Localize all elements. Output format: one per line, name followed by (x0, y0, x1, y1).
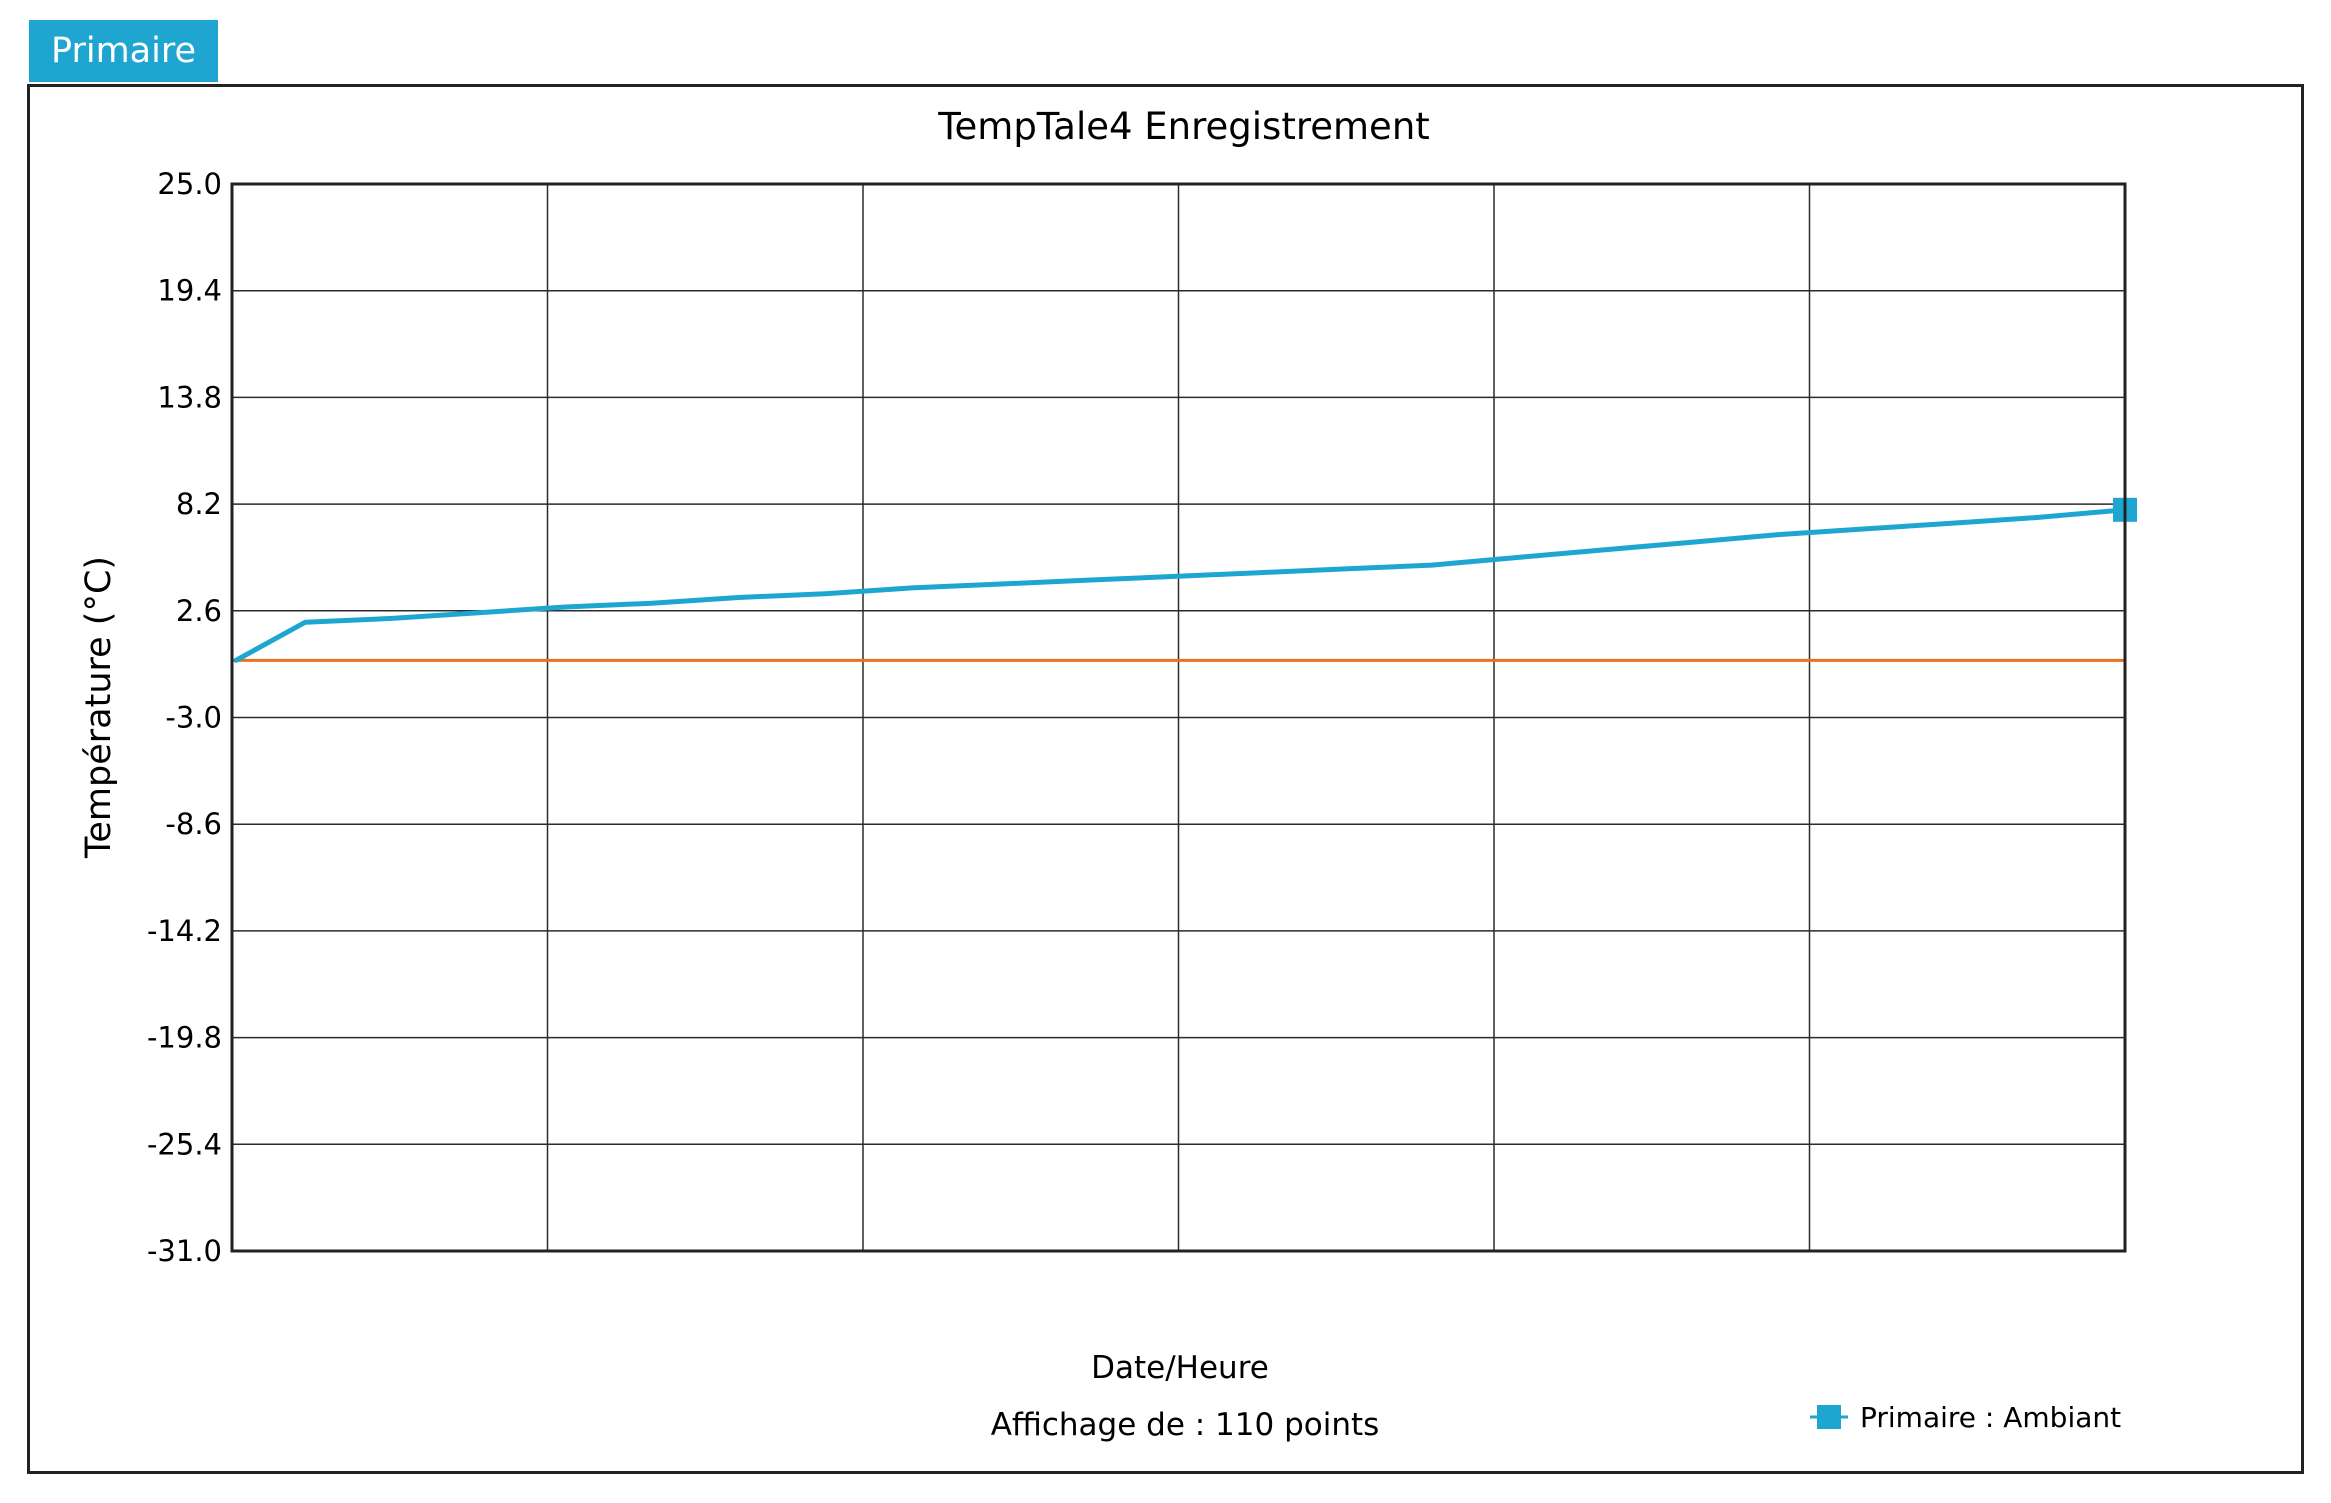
y-tick-label: -31.0 (147, 1234, 222, 1268)
x-axis-label: Date/Heure (1091, 1350, 1269, 1386)
y-tick-label: 2.6 (176, 594, 222, 628)
y-tick-label: -14.2 (147, 914, 222, 948)
y-tick-label: -19.8 (147, 1021, 222, 1055)
points-count: Affichage de : 110 points (991, 1407, 1380, 1443)
y-tick-label: 8.2 (176, 487, 222, 521)
plot-border (230, 182, 2127, 1253)
legend: Primaire : Ambiant (1810, 1401, 2121, 1434)
series-line (233, 507, 2128, 663)
y-tick-label: -25.4 (147, 1127, 222, 1161)
grid (232, 183, 2125, 1252)
legend-label: Primaire : Ambiant (1860, 1401, 2121, 1434)
y-tick-label: 25.0 (157, 167, 222, 201)
legend-marker (1817, 1405, 1841, 1429)
y-tick-labels: 25.0 19.4 13.8 8.2 2.6 -3.0 -8.6 -14.2 -19.8 -25.… (147, 167, 222, 1268)
chart-frame (27, 84, 2304, 1474)
tab-primaire[interactable]: Primaire (29, 20, 218, 82)
series-layer (233, 497, 2137, 663)
y-axis-label: Température (°C) (79, 556, 119, 859)
y-tick-label: 13.8 (157, 380, 222, 414)
y-tick-label: 19.4 (157, 274, 222, 308)
y-tick-label: -8.6 (165, 807, 222, 841)
chart-title: TempTale4 Enregistrement (937, 105, 1430, 148)
y-tick-label: -3.0 (165, 701, 222, 735)
